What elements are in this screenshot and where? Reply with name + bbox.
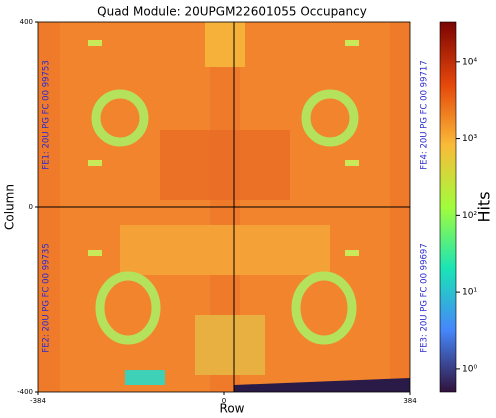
colorbar-tick-label: 10² bbox=[462, 211, 477, 221]
colorbar-tick-label: 10⁴ bbox=[462, 57, 477, 67]
x-axis-label: Row bbox=[220, 402, 245, 416]
colorbar bbox=[439, 21, 457, 393]
y-tick-label: 400 bbox=[20, 18, 33, 26]
annotation: FE2: 20U PG FC 00 99735 bbox=[42, 243, 52, 352]
colorbar-tick-label: 10³ bbox=[462, 134, 477, 144]
colorbar-tick-label: 10¹ bbox=[462, 288, 477, 298]
annotation: FE3: 20U PG FC 00 99697 bbox=[420, 243, 430, 352]
annotation: FE4: 20U PG FC 00 99717 bbox=[420, 60, 430, 169]
y-tick-label: 0 bbox=[29, 203, 33, 211]
x-tick-label: -384 bbox=[30, 397, 46, 405]
annotation: FE1: 20U PG FC 00 99753 bbox=[42, 60, 52, 169]
x-tick-label: 0 bbox=[222, 397, 226, 405]
chart-title: Quad Module: 20UPGM22601055 Occupancy bbox=[97, 5, 367, 19]
colorbar-tick-label: 10⁰ bbox=[462, 364, 477, 374]
colorbar-label: Hits bbox=[475, 191, 494, 222]
x-tick-label: 384 bbox=[403, 397, 417, 405]
y-tick-label: -400 bbox=[17, 388, 33, 396]
y-axis-label: Column bbox=[3, 184, 17, 230]
